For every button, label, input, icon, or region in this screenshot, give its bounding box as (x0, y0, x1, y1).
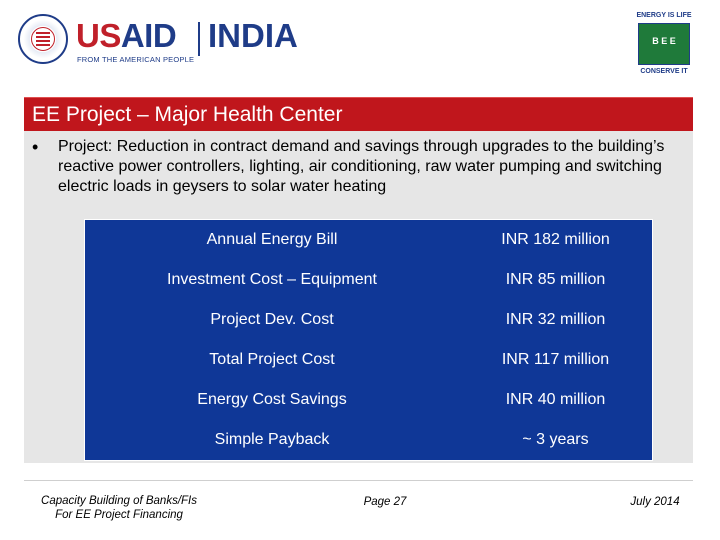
logo-divider (198, 22, 200, 56)
table-row: Simple Payback ~ 3 years (85, 420, 652, 460)
usaid-seal-icon (18, 14, 68, 64)
page-number: Page 27 (363, 496, 407, 508)
usaid-logo: USAID (76, 17, 177, 54)
bullet-icon: • (32, 137, 39, 157)
seal-ring (31, 27, 55, 51)
row-label: Simple Payback (214, 431, 330, 448)
row-label: Total Project Cost (209, 351, 335, 368)
row-value: INR 40 million (505, 391, 606, 408)
row-value: INR 85 million (505, 271, 606, 288)
table-row: Energy Cost Savings INR 40 million (85, 380, 652, 420)
project-cost-table: Annual Energy Bill INR 182 million Inves… (84, 219, 653, 461)
footer-divider (24, 480, 693, 481)
slide-header: USAID FROM THE AMERICAN PEOPLE INDIA ENE… (0, 0, 720, 96)
row-label: Project Dev. Cost (210, 311, 334, 328)
bee-logo-emblem: B E E (638, 23, 690, 65)
row-label: Investment Cost – Equipment (167, 271, 377, 288)
footer-program-line2: For EE Project Financing (55, 509, 183, 521)
usaid-logo-us: US (76, 17, 121, 54)
row-label: Energy Cost Savings (197, 391, 347, 408)
bee-logo-top-text: ENERGY IS LIFE (636, 12, 692, 19)
row-value: INR 182 million (501, 231, 610, 248)
bee-logo: ENERGY IS LIFE B E E CONSERVE IT (634, 12, 694, 78)
seal-shield (36, 32, 50, 46)
usaid-tagline: FROM THE AMERICAN PEOPLE (77, 55, 195, 64)
footer-program-line1: Capacity Building of Banks/FIs (41, 495, 197, 507)
project-description: Project: Reduction in contract demand an… (58, 138, 665, 195)
bee-logo-bottom-text: CONSERVE IT (640, 68, 688, 75)
india-logo: INDIA (208, 17, 298, 54)
footer-date: July 2014 (630, 496, 680, 508)
usaid-logo-aid: AID (120, 17, 177, 54)
footer-program-title: Capacity Building of Banks/FIs For EE Pr… (24, 494, 214, 522)
table-row: Annual Energy Bill INR 182 million (85, 220, 652, 260)
table-row: Investment Cost – Equipment INR 85 milli… (85, 260, 652, 300)
slide-title: EE Project – Major Health Center (32, 103, 343, 126)
title-bar: EE Project – Major Health Center (24, 97, 693, 132)
bee-logo-letters: B E E (652, 36, 676, 46)
row-value: INR 117 million (501, 351, 610, 368)
row-value: ~ 3 years (522, 431, 589, 448)
table-row: Total Project Cost INR 117 million (85, 340, 652, 380)
table-row: Project Dev. Cost INR 32 million (85, 300, 652, 340)
row-label: Annual Energy Bill (206, 231, 338, 248)
row-value: INR 32 million (505, 311, 606, 328)
